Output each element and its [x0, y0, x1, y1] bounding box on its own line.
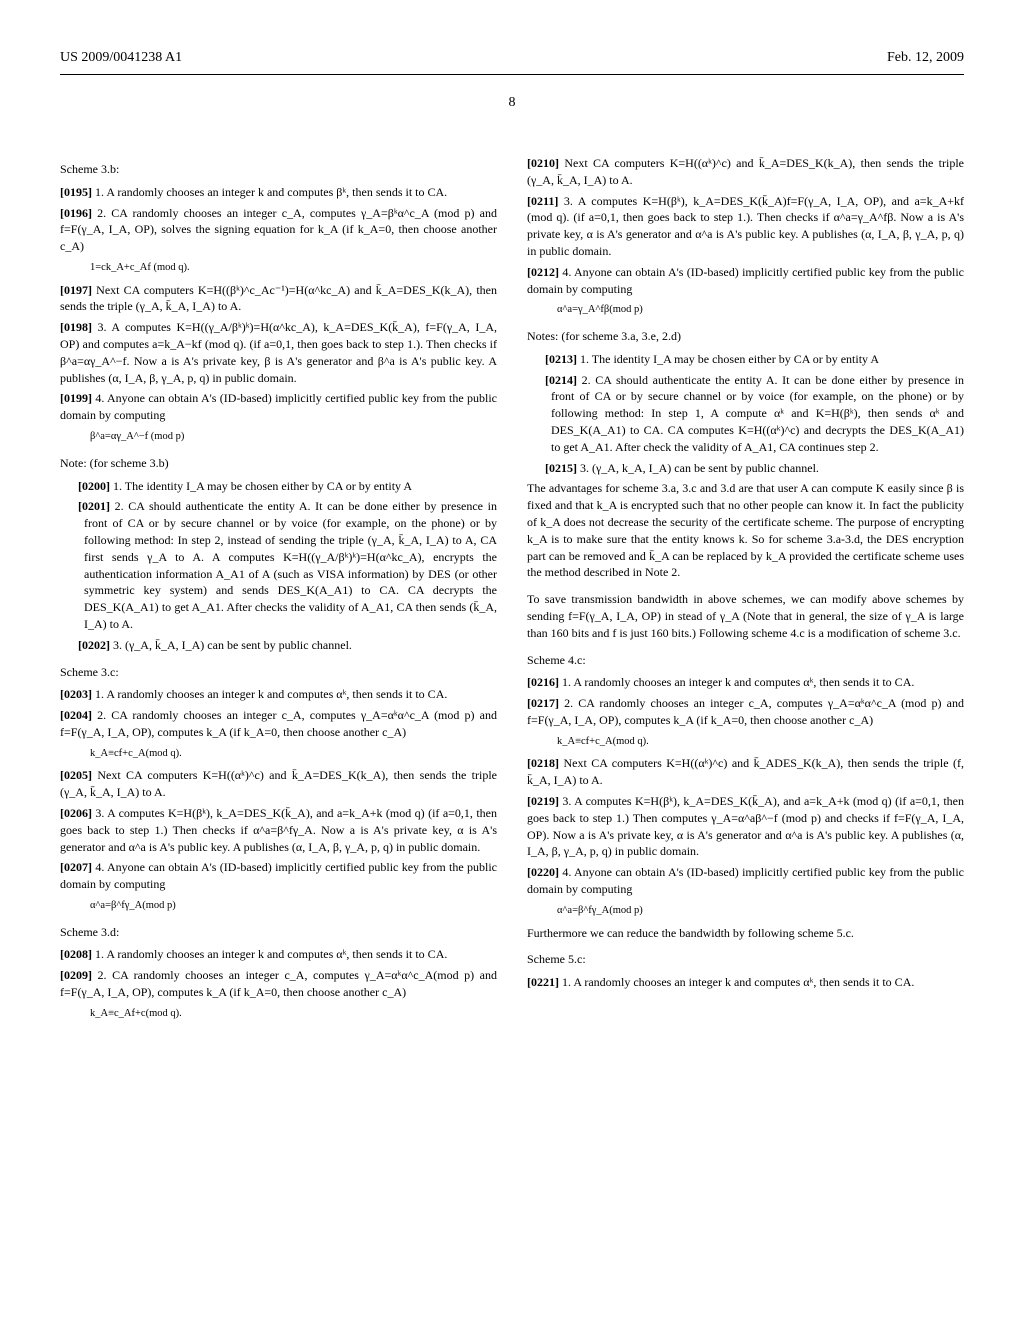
two-column-layout: Scheme 3.b: [0195] 1. A randomly chooses… — [60, 151, 964, 1028]
paragraph-0214: [0214] 2. CA should authenticate the ent… — [527, 372, 964, 456]
header-divider — [60, 74, 964, 75]
paragraph-0216: [0216] 1. A randomly chooses an integer … — [527, 674, 964, 691]
left-column: Scheme 3.b: [0195] 1. A randomly chooses… — [60, 151, 497, 1028]
advantages-text: The advantages for scheme 3.a, 3.c and 3… — [527, 480, 964, 581]
paragraph-0218: [0218] Next CA computers K=H((αᵏ)^c) and… — [527, 755, 964, 789]
paragraph-0204: [0204] 2. CA randomly chooses an integer… — [60, 707, 497, 741]
notes-title: Notes: (for scheme 3.a, 3.e, 2.d) — [527, 328, 964, 345]
paragraph-0209: [0209] 2. CA randomly chooses an integer… — [60, 967, 497, 1001]
paragraph-0202: [0202] 3. (γ_A, k̄_A, I_A) can be sent b… — [60, 637, 497, 654]
paragraph-0201: [0201] 2. CA should authenticate the ent… — [60, 498, 497, 632]
scheme-3d-title: Scheme 3.d: — [60, 924, 497, 941]
paragraph-0213: [0213] 1. The identity I_A may be chosen… — [527, 351, 964, 368]
paragraph-0200: [0200] 1. The identity I_A may be chosen… — [60, 478, 497, 495]
formula-0204: k_A≡cf+c_A(mod q). — [90, 747, 497, 762]
furthermore-text: Furthermore we can reduce the bandwidth … — [527, 925, 964, 942]
publication-date: Feb. 12, 2009 — [887, 50, 964, 66]
formula-0199: β^a=αγ_A^−f (mod p) — [90, 430, 497, 445]
paragraph-0210: [0210] Next CA computers K=H((αᵏ)^c) and… — [527, 155, 964, 189]
formula-0207: α^a=β^fγ_A(mod p) — [90, 899, 497, 914]
paragraph-0207: [0207] 4. Anyone can obtain A's (ID-base… — [60, 859, 497, 893]
page-container: US 2009/0041238 A1 Feb. 12, 2009 8 Schem… — [0, 0, 1024, 1068]
paragraph-0221: [0221] 1. A randomly chooses an integer … — [527, 974, 964, 991]
bandwidth-text: To save transmission bandwidth in above … — [527, 591, 964, 641]
paragraph-0205: [0205] Next CA computers K=H((αᵏ)^c) and… — [60, 767, 497, 801]
scheme-4c-title: Scheme 4.c: — [527, 652, 964, 669]
paragraph-0220: [0220] 4. Anyone can obtain A's (ID-base… — [527, 864, 964, 898]
formula-0212: α^a=γ_A^fβ(mod p) — [557, 303, 964, 318]
paragraph-0206: [0206] 3. A computes K=H(βᵏ), k_A=DES_K(… — [60, 805, 497, 855]
page-number: 8 — [60, 95, 964, 111]
paragraph-0203: [0203] 1. A randomly chooses an integer … — [60, 686, 497, 703]
paragraph-0219: [0219] 3. A computes K=H(βᵏ), k_A=DES_K(… — [527, 793, 964, 860]
scheme-5c-title: Scheme 5.c: — [527, 951, 964, 968]
formula-0209: k_A≡c_Af+c(mod q). — [90, 1007, 497, 1022]
note-3b-title: Note: (for scheme 3.b) — [60, 455, 497, 472]
formula-0220: α^a=β^fγ_A(mod p) — [557, 904, 964, 919]
scheme-3c-title: Scheme 3.c: — [60, 664, 497, 681]
scheme-3b-title: Scheme 3.b: — [60, 161, 497, 178]
paragraph-0197: [0197] Next CA computers K=H((βᵏ)^c_Ac⁻¹… — [60, 282, 497, 316]
paragraph-0217: [0217] 2. CA randomly chooses an integer… — [527, 695, 964, 729]
paragraph-0199: [0199] 4. Anyone can obtain A's (ID-base… — [60, 390, 497, 424]
paragraph-0215: [0215] 3. (γ_A, k_A, I_A) can be sent by… — [527, 460, 964, 477]
formula-0217: k_A≡cf+c_A(mod q). — [557, 735, 964, 750]
patent-number: US 2009/0041238 A1 — [60, 50, 182, 66]
paragraph-0212: [0212] 4. Anyone can obtain A's (ID-base… — [527, 264, 964, 298]
formula-0196: 1=ck_A+c_Af (mod q). — [90, 261, 497, 276]
paragraph-0211: [0211] 3. A computes K=H(βᵏ), k_A=DES_K(… — [527, 193, 964, 260]
right-column: [0210] Next CA computers K=H((αᵏ)^c) and… — [527, 151, 964, 1028]
page-header: US 2009/0041238 A1 Feb. 12, 2009 — [60, 50, 964, 66]
paragraph-0208: [0208] 1. A randomly chooses an integer … — [60, 946, 497, 963]
paragraph-0198: [0198] 3. A computes K=H((γ_A/βᵏ)ᵏ)=H(α^… — [60, 319, 497, 386]
paragraph-0195: [0195] 1. A randomly chooses an integer … — [60, 184, 497, 201]
paragraph-0196: [0196] 2. CA randomly chooses an integer… — [60, 205, 497, 255]
